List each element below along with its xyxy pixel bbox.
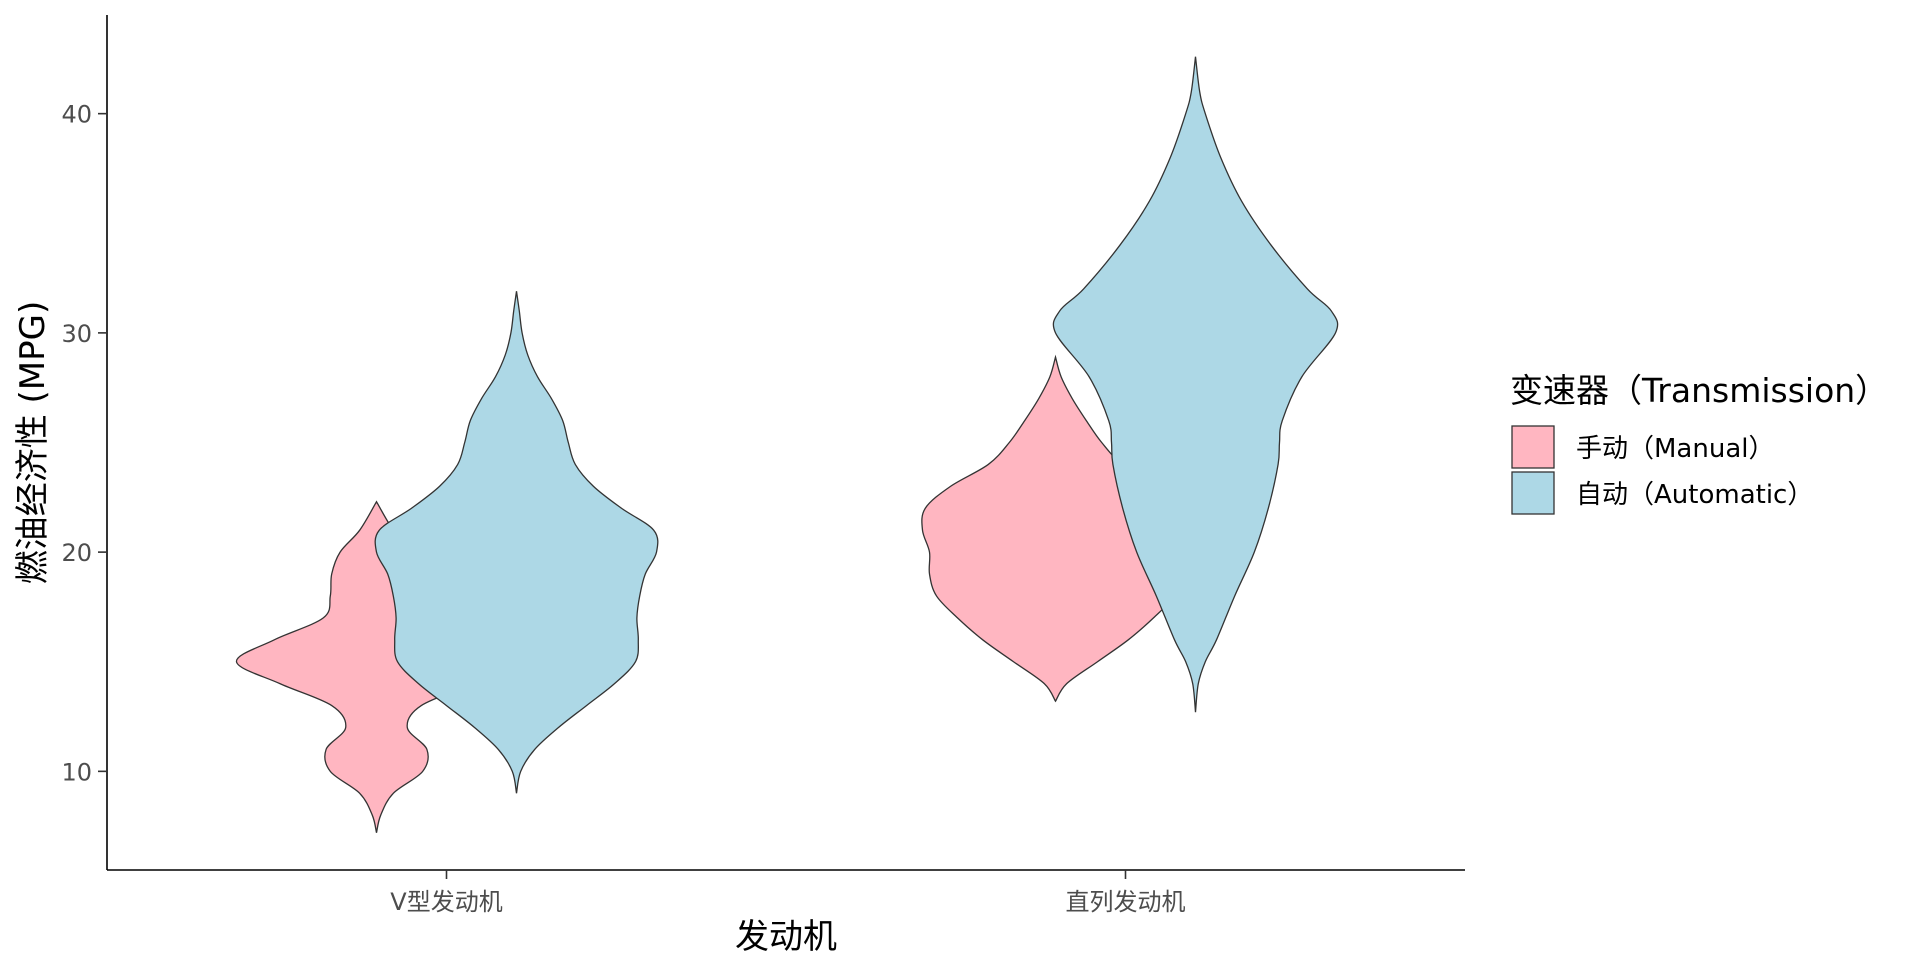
legend-title: 变速器（Transmission） xyxy=(1510,371,1888,410)
y-tick-label: 20 xyxy=(61,539,92,567)
legend-swatch xyxy=(1511,471,1555,515)
y-tick-label: 40 xyxy=(61,101,92,129)
violin-manual-v-engine xyxy=(235,500,518,833)
legend-items: 手动（Manual） 自动（Automatic） xyxy=(1511,425,1813,515)
y-tick-label: 10 xyxy=(61,758,92,786)
x-tick-label: 直列发动机 xyxy=(1066,888,1186,916)
violin-automatic-inline-engine xyxy=(1052,56,1339,713)
violin-automatic-v-engine xyxy=(374,291,659,794)
violin-layer xyxy=(235,56,1339,833)
x-axis-ticks: V型发动机 直列发动机 xyxy=(390,870,1186,916)
legend-label: 手动（Manual） xyxy=(1576,434,1774,464)
legend-swatch xyxy=(1511,425,1555,469)
y-axis-ticks: 10 20 30 40 xyxy=(61,101,107,786)
x-axis-title: 发动机 xyxy=(735,917,837,957)
x-tick-label: V型发动机 xyxy=(390,888,502,916)
y-tick-label: 30 xyxy=(61,320,92,348)
legend-label: 自动（Automatic） xyxy=(1576,480,1813,510)
y-axis-title: 燃油经济性 (MPG) xyxy=(13,301,53,585)
legend: 变速器（Transmission） 手动（Manual） 自动（Automatic… xyxy=(1510,371,1888,515)
